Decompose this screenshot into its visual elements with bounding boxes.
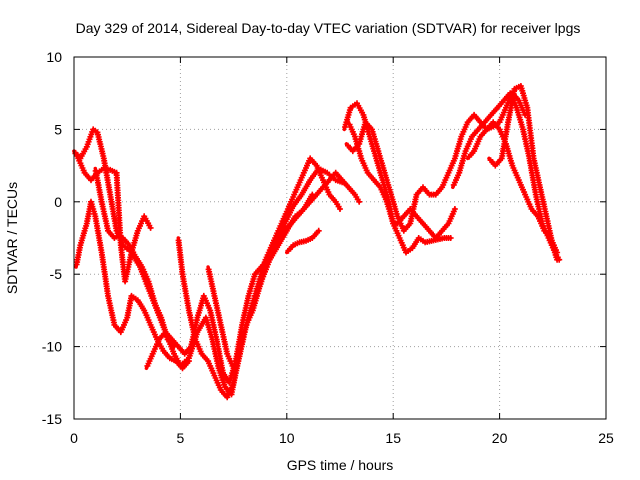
y-tick-label: -10: [42, 339, 62, 355]
x-tick-label: 20: [492, 430, 508, 446]
x-tick-label: 10: [279, 430, 295, 446]
plot-frame: [73, 56, 607, 420]
x-tick-label: 0: [70, 430, 78, 446]
series-2: [72, 149, 154, 285]
series-1: [72, 126, 316, 398]
axis-ticks: 0 5 10 15 20 25 -15 -10 -5 0 5 10: [42, 49, 614, 446]
series-line: [93, 166, 176, 349]
series-8: [285, 227, 322, 255]
series-4: [92, 166, 177, 350]
x-tick-label: 15: [385, 430, 401, 446]
series-markers: [450, 90, 563, 263]
x-axis-label: GPS time / hours: [287, 457, 394, 473]
series-markers: [72, 126, 316, 398]
chart-title: Day 329 of 2014, Sidereal Day-to-day VTE…: [76, 20, 581, 36]
series-line: [74, 200, 191, 371]
y-tick-label: -5: [50, 266, 63, 282]
series-line: [465, 120, 559, 255]
series-7: [205, 169, 363, 372]
series-13: [465, 119, 561, 256]
y-tick-label: -15: [42, 411, 62, 427]
y-tick-label: 5: [54, 121, 62, 137]
series-line: [346, 120, 453, 255]
y-tick-label: 10: [46, 49, 62, 65]
data-series: [72, 83, 563, 401]
series-line: [487, 84, 559, 262]
y-axis-label: SDTVAR / TECUs: [4, 182, 20, 294]
series-line: [285, 229, 321, 255]
series-line: [72, 149, 153, 284]
x-tick-label: 25: [598, 430, 614, 446]
x-tick-label: 5: [177, 430, 185, 446]
series-markers: [205, 169, 363, 372]
series-12: [450, 90, 563, 263]
series-14: [487, 83, 561, 263]
y-tick-label: 0: [54, 194, 62, 210]
series-3: [73, 198, 192, 372]
series-line: [206, 171, 361, 371]
